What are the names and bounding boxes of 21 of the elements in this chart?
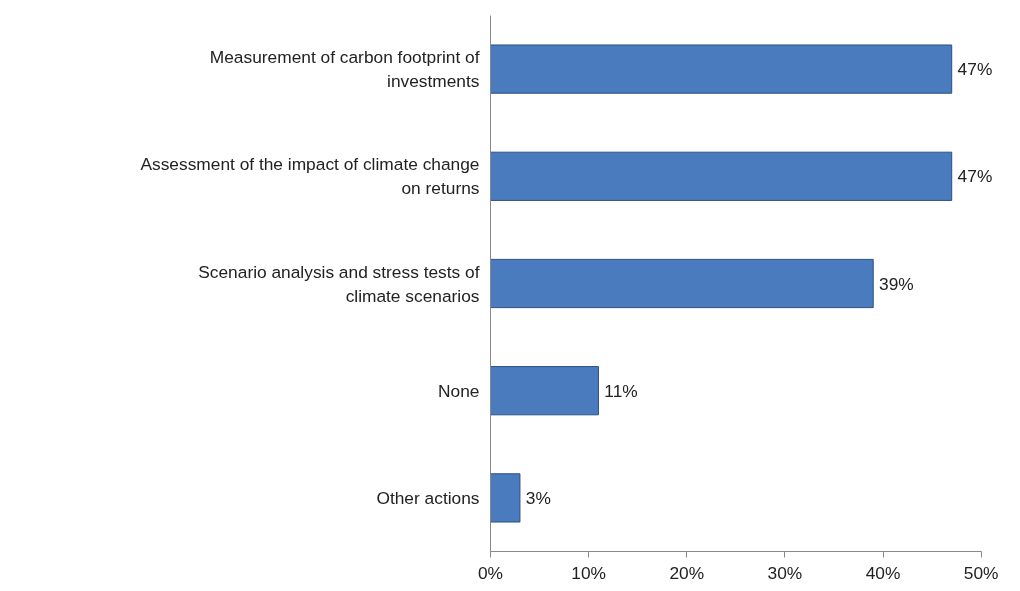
bar [490,473,521,523]
x-tick-label: 30% [767,562,803,583]
x-tick-label: 40% [865,562,901,583]
bar [490,366,599,416]
y-tick-label: Other actions [376,487,480,508]
x-tick-label: 10% [571,562,606,583]
bar [490,151,953,201]
x-tick-label: 20% [669,562,705,583]
x-tick-label: 0% [477,562,504,583]
y-tick-label: None [438,380,480,401]
data-label: 3% [525,487,551,508]
data-label: 47% [957,59,993,80]
bar [490,44,953,94]
x-tick-label: 50% [963,562,999,583]
y-tick-label: Scenario analysis and stress tests of climate scenarios [198,261,480,306]
bar [490,258,874,309]
data-label: 11% [604,380,638,401]
y-tick-label: Measurement of carbon footprint of investments [209,47,480,92]
data-label: 47% [957,166,993,187]
y-tick-label: Assessment of the impact of climate change on returns [140,154,480,199]
data-label: 39% [879,273,914,294]
